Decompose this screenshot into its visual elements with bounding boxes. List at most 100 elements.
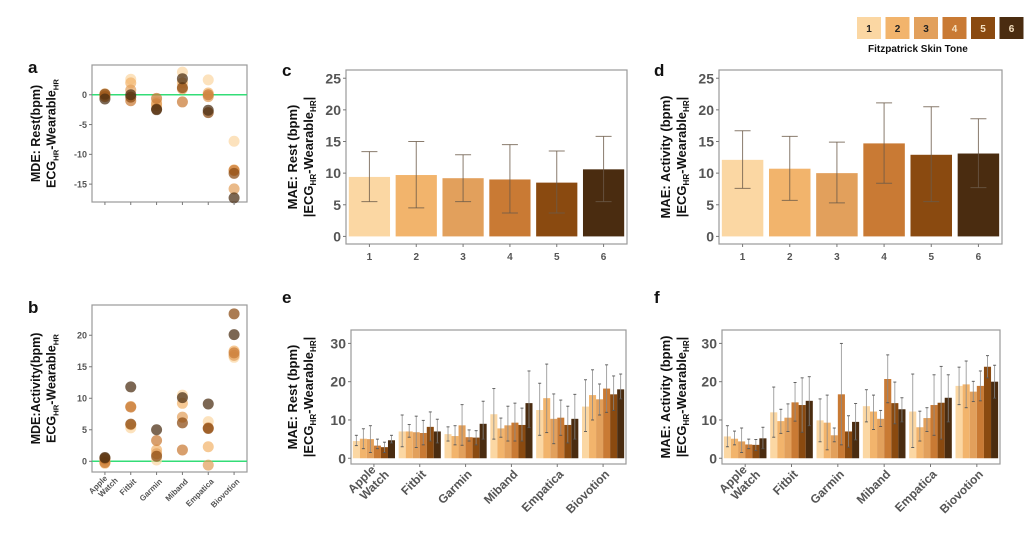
bar-miband-tone-2 bbox=[497, 428, 505, 459]
subscript: HR bbox=[682, 100, 691, 112]
point-empatica-tone-3 bbox=[202, 459, 214, 471]
legend-label-2: 2 bbox=[895, 24, 901, 35]
y-axis-label: MAE: Activity (bpm) |ECGHR-WearableHR| bbox=[658, 95, 691, 218]
x-tick-label: Fitbit bbox=[398, 467, 429, 498]
subscript: HR bbox=[309, 414, 318, 426]
x-tick-label: Empatica bbox=[892, 467, 940, 515]
y-tick-label: 10 bbox=[330, 412, 346, 428]
y-tick-label: 25 bbox=[325, 70, 341, 86]
bar-garmin-tone-1 bbox=[444, 434, 452, 459]
bar-biovotion-tone-5 bbox=[610, 394, 618, 459]
plot-frame bbox=[718, 69, 1003, 245]
y-axis-label-line1: MAE: Rest (bpm) bbox=[285, 105, 300, 210]
y-tick-label: 0 bbox=[82, 457, 87, 467]
bar-biovotion-tone-5 bbox=[983, 366, 992, 459]
x-tick-label: Garmin bbox=[138, 477, 164, 503]
bar-biovotion-tone-4 bbox=[603, 388, 611, 459]
point-fitbit-tone-6 bbox=[125, 381, 137, 393]
bar-empatica-tone-3 bbox=[923, 418, 931, 459]
x-tick-label: Garmin bbox=[807, 467, 847, 507]
bar-fitbit-tone-5 bbox=[426, 426, 434, 459]
point-biovotion-tone-4 bbox=[228, 347, 240, 359]
x-tick-label-line: Garmin bbox=[138, 477, 164, 503]
plot-frame bbox=[350, 329, 627, 465]
x-tick-label-line: Biovotion bbox=[937, 467, 986, 516]
point-empatica-tone-2 bbox=[202, 441, 214, 453]
bar-biovotion-tone-3 bbox=[596, 399, 604, 459]
legend-label-3: 3 bbox=[923, 24, 929, 35]
bar-fitbit-tone-4 bbox=[419, 432, 427, 459]
bar-miband-tone-3 bbox=[504, 425, 512, 459]
y-axis-label-line2: |ECGHR-WearableHR| bbox=[301, 337, 318, 458]
x-tick-label: Biovotion bbox=[937, 467, 986, 516]
subscript: HR bbox=[682, 340, 691, 352]
point-biovotion-tone-6 bbox=[228, 329, 240, 341]
label-part: -Wearable bbox=[45, 345, 59, 405]
subscript: HR bbox=[309, 100, 318, 112]
label-part: | bbox=[674, 337, 689, 341]
point-miband-tone-5 bbox=[176, 417, 188, 429]
legend-label-6: 6 bbox=[1009, 24, 1015, 35]
point-apple-watch-tone-6 bbox=[99, 93, 111, 105]
y-tick-label: -15 bbox=[74, 179, 87, 189]
point-biovotion-tone-3 bbox=[228, 183, 240, 195]
label-part: -Wearable bbox=[301, 352, 316, 414]
legend-swatch-4 bbox=[942, 17, 967, 39]
y-tick-label: 0 bbox=[709, 450, 717, 466]
legend-swatch-3 bbox=[914, 17, 938, 39]
y-axis-label-line1: MAE: Activity (bpm) bbox=[658, 335, 673, 458]
panel-label: e bbox=[282, 288, 291, 307]
x-tick-label: 5 bbox=[928, 252, 934, 263]
y-tick-label: 10 bbox=[698, 165, 714, 181]
y-tick-label: 0 bbox=[338, 450, 346, 466]
label-part: ECG bbox=[45, 416, 59, 443]
point-garmin-tone-6 bbox=[151, 104, 163, 116]
bar-garmin-tone-5 bbox=[472, 437, 480, 459]
point-empatica-tone-6 bbox=[202, 104, 214, 116]
x-tick-label: Fitbit bbox=[118, 477, 138, 497]
panel-label: a bbox=[28, 58, 38, 77]
x-tick-label: 2 bbox=[787, 252, 793, 263]
y-tick-label: -5 bbox=[79, 120, 87, 130]
point-miband-tone-4 bbox=[176, 444, 188, 456]
x-tick-label: Miband bbox=[481, 467, 521, 507]
y-axis-label: MDE:Activity(bpm) ECGHR-WearableHR bbox=[29, 333, 61, 445]
x-tick-label-line: Empatica bbox=[892, 467, 940, 515]
point-empatica-tone-1 bbox=[202, 74, 214, 86]
y-tick-label: 20 bbox=[77, 330, 87, 340]
legend-label-5: 5 bbox=[980, 24, 986, 35]
bar-garmin-tone-3 bbox=[830, 435, 838, 459]
panel-label: d bbox=[654, 61, 664, 80]
y-axis-label-line2: |ECGHR-WearableHR| bbox=[301, 97, 318, 218]
label-part: |ECG bbox=[301, 425, 316, 457]
y-tick-label: 5 bbox=[333, 197, 341, 213]
point-garmin-tone-4 bbox=[151, 92, 163, 104]
y-tick-label: 0 bbox=[82, 90, 87, 100]
x-tick-label: 1 bbox=[740, 252, 746, 263]
bar-garmin-tone-4 bbox=[465, 437, 473, 459]
plot-frame bbox=[91, 64, 248, 203]
point-garmin-tone-4 bbox=[151, 434, 163, 446]
y-tick-label: 0 bbox=[333, 228, 341, 244]
bar-biovotion-tone-2 bbox=[589, 395, 597, 459]
y-tick-label: 5 bbox=[706, 197, 714, 213]
bar-empatica-tone-4 bbox=[557, 417, 565, 459]
x-tick-label: 4 bbox=[507, 252, 513, 263]
bar-biovotion-tone-6 bbox=[991, 381, 999, 459]
subscript: HR bbox=[52, 79, 61, 91]
panel-label: f bbox=[654, 288, 660, 307]
bar-apple-watch-tone-1 bbox=[352, 441, 360, 459]
bar-miband-tone-6 bbox=[525, 403, 533, 459]
y-axis-label: MDE: Rest(bpm) ECGHR-WearableHR bbox=[29, 79, 61, 188]
x-tick-label: 5 bbox=[554, 252, 560, 263]
point-fitbit-tone-5 bbox=[125, 418, 137, 430]
point-garmin-tone-6 bbox=[151, 424, 163, 436]
panel-label: c bbox=[282, 61, 291, 80]
point-garmin-tone-5 bbox=[151, 450, 163, 462]
